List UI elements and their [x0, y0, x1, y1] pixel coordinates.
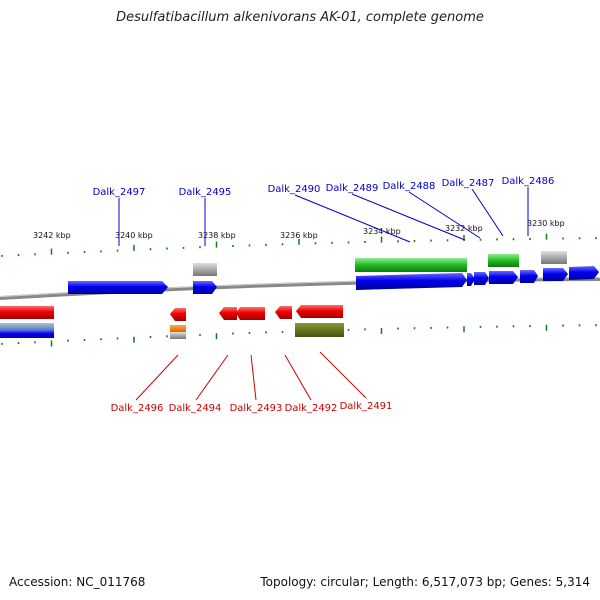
tick-label: 3242 kbp: [33, 231, 71, 240]
gene-label: Dalk_2486: [502, 176, 555, 187]
forward-gene-arrow: [467, 273, 475, 286]
forward-gene-arrow: [68, 281, 168, 294]
feature-steel-block: [0, 323, 54, 330]
tick-label: 3240 kbp: [115, 231, 153, 240]
figure-title: Desulfatibacillum alkenivorans AK-01, co…: [116, 10, 484, 25]
gene-label: Dalk_2487: [442, 178, 495, 189]
gene-label: Dalk_2488: [383, 181, 436, 192]
tick-label: 3236 kbp: [280, 231, 318, 240]
gene-label: Dalk_2495: [179, 187, 232, 198]
feature-gray-block: [193, 263, 217, 276]
gene-label: Dalk_2491: [340, 401, 393, 412]
forward-callout-lines: [118, 187, 529, 246]
feature-orange-block: [170, 325, 186, 332]
forward-gene-arrow: [489, 271, 518, 284]
forward-gene-arrow: [569, 266, 599, 280]
reverse-gene-arrow: [236, 307, 265, 320]
reverse-callout-lines: [135, 351, 367, 401]
reverse-gene-labels: Dalk_2496 Dalk_2494 Dalk_2493 Dalk_2492 …: [111, 401, 393, 414]
reverse-gene-arrow: [170, 308, 186, 321]
accession-text: Accession: NC_011768: [9, 575, 146, 589]
feature-green-block: [488, 254, 519, 267]
reverse-gene-arrow: [296, 305, 343, 318]
genome-summary-text: Topology: circular; Length: 6,517,073 bp…: [260, 575, 590, 589]
feature-gray-block: [541, 251, 567, 264]
forward-gene-arrow: [356, 273, 467, 290]
gene-label: Dalk_2494: [169, 403, 222, 414]
feature-gray-block: [170, 332, 186, 339]
gene-label: Dalk_2492: [285, 403, 338, 414]
tick-label-group: 3242 kbp 3240 kbp 3238 kbp 3236 kbp 3234…: [33, 219, 565, 240]
gene-label: Dalk_2489: [326, 183, 379, 194]
tick-label: 3230 kbp: [527, 219, 565, 228]
reverse-gene-arrow: [275, 306, 292, 319]
forward-gene-arrow: [520, 270, 538, 283]
tick-label: 3234 kbp: [363, 227, 401, 236]
reverse-strand-features: [0, 305, 344, 339]
reverse-gene-arrow: [0, 306, 54, 319]
gene-label: Dalk_2496: [111, 403, 164, 414]
feature-olive-block: [295, 323, 344, 337]
forward-gene-arrow: [543, 268, 568, 281]
upper-tick-row: [1, 233, 597, 257]
reverse-gene-arrow: [219, 307, 237, 320]
tick-label: 3238 kbp: [198, 231, 236, 240]
forward-gene-arrow: [474, 272, 489, 285]
feature-green-block: [355, 258, 467, 272]
tick-label: 3232 kbp: [445, 224, 483, 233]
feature-blue-block: [0, 330, 54, 338]
gene-label: Dalk_2490: [268, 184, 321, 195]
forward-gene-arrow: [193, 281, 217, 294]
gene-label: Dalk_2497: [93, 187, 146, 198]
forward-strand-features: [68, 251, 599, 294]
forward-gene-labels: Dalk_2497 Dalk_2495 Dalk_2490 Dalk_2489 …: [93, 176, 555, 198]
gene-label: Dalk_2493: [230, 403, 283, 414]
